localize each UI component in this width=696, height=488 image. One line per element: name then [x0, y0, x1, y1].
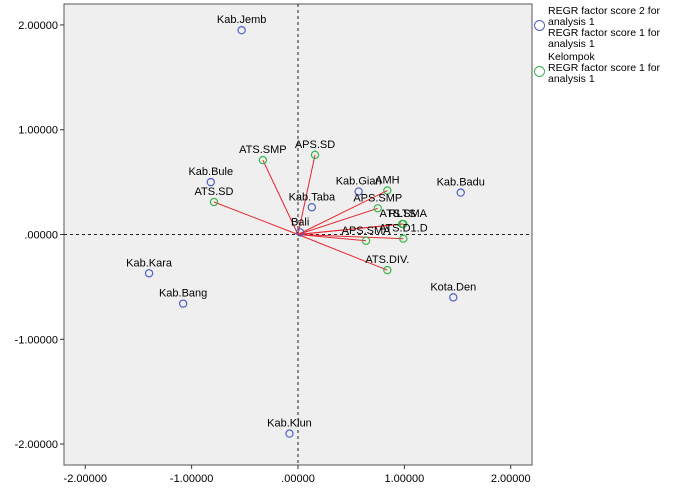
- variable-point-label: APS.SD: [295, 139, 335, 151]
- loading-vector: [297, 190, 388, 235]
- legend-item-series-1: REGR factor score 2 for analysis 1 REGR …: [532, 6, 696, 50]
- variable-point-label: ATS.DIV.: [365, 254, 409, 266]
- region-point: [295, 228, 305, 237]
- region-point-label: Kab.Taba: [289, 191, 336, 203]
- variable-point-label: APS.SMA: [342, 225, 392, 237]
- region-point: [144, 269, 154, 278]
- loading-vector: [297, 154, 316, 235]
- legend-label: REGR factor score 2 for analysis 1 REGR …: [548, 5, 661, 50]
- x-tick-label: 2.00000: [491, 473, 531, 485]
- region-point-label: Kab.Badu: [437, 177, 485, 189]
- variable-point: [398, 219, 407, 229]
- variable-point-label: AMH: [375, 174, 400, 186]
- circle-marker-icon: [534, 20, 545, 31]
- x-tick-label: -1.00000: [170, 473, 213, 485]
- y-tick-label: 2.00000: [18, 20, 58, 32]
- region-point: [206, 177, 215, 187]
- y-tick-label: -2.00000: [15, 439, 58, 451]
- variable-point: [209, 197, 219, 207]
- region-point: [449, 293, 458, 302]
- region-point: [354, 187, 363, 196]
- loading-vector: [297, 234, 388, 271]
- y-tick-label: -1.00000: [15, 334, 58, 346]
- legend-item-series-2: Kelompok REGR factor score 1 for analysi…: [532, 52, 696, 85]
- y-tick-label: 1.00000: [18, 125, 58, 137]
- region-point: [237, 25, 246, 35]
- variable-point: [383, 186, 392, 195]
- region-point-label: Bali: [291, 216, 309, 228]
- region-point-label: Kab.Bang: [159, 288, 207, 300]
- loading-vector: [297, 234, 367, 242]
- region-point: [178, 299, 188, 308]
- variable-point-label: ATS.SMA: [380, 208, 428, 220]
- region-point-label: Kab.Bule: [188, 166, 233, 178]
- region-point: [307, 203, 317, 212]
- loading-vector: [297, 234, 404, 240]
- variable-point: [258, 155, 268, 165]
- variable-point: [383, 265, 392, 275]
- variable-point-label: ATS.SD: [195, 186, 234, 198]
- legend: REGR factor score 2 for analysis 1 REGR …: [532, 6, 696, 87]
- loading-vector: [297, 207, 378, 235]
- x-tick-label: -2.00000: [64, 473, 107, 485]
- variable-point-label: RLTS: [389, 208, 416, 220]
- region-point-label: Kab.Gian: [336, 176, 382, 188]
- variable-point-label: APS.SMP: [353, 192, 402, 204]
- region-point-label: Kab.Kara: [126, 257, 173, 269]
- loading-vector: [262, 159, 299, 235]
- x-tick-label: 1.00000: [384, 473, 424, 485]
- circle-marker-icon: [534, 66, 545, 77]
- variable-point: [361, 236, 371, 245]
- variable-point-label: ATS.D1.D: [379, 223, 428, 235]
- loading-vector: [297, 223, 403, 235]
- loading-vector: [213, 201, 299, 235]
- legend-label: Kelompok REGR factor score 1 for analysi…: [548, 51, 661, 85]
- region-point: [285, 429, 294, 438]
- y-tick-label: .00000: [24, 230, 58, 242]
- variable-point: [373, 204, 382, 213]
- variable-point: [310, 150, 320, 160]
- region-point: [456, 188, 465, 197]
- region-point-label: Kota.Den: [430, 281, 476, 293]
- region-point-label: Kab.Jemb: [217, 14, 267, 26]
- region-point-label: Kab.Klun: [267, 418, 312, 430]
- variable-point-label: ATS.SMP: [239, 144, 286, 156]
- x-tick-label: .00000: [281, 473, 315, 485]
- variable-point: [399, 234, 408, 243]
